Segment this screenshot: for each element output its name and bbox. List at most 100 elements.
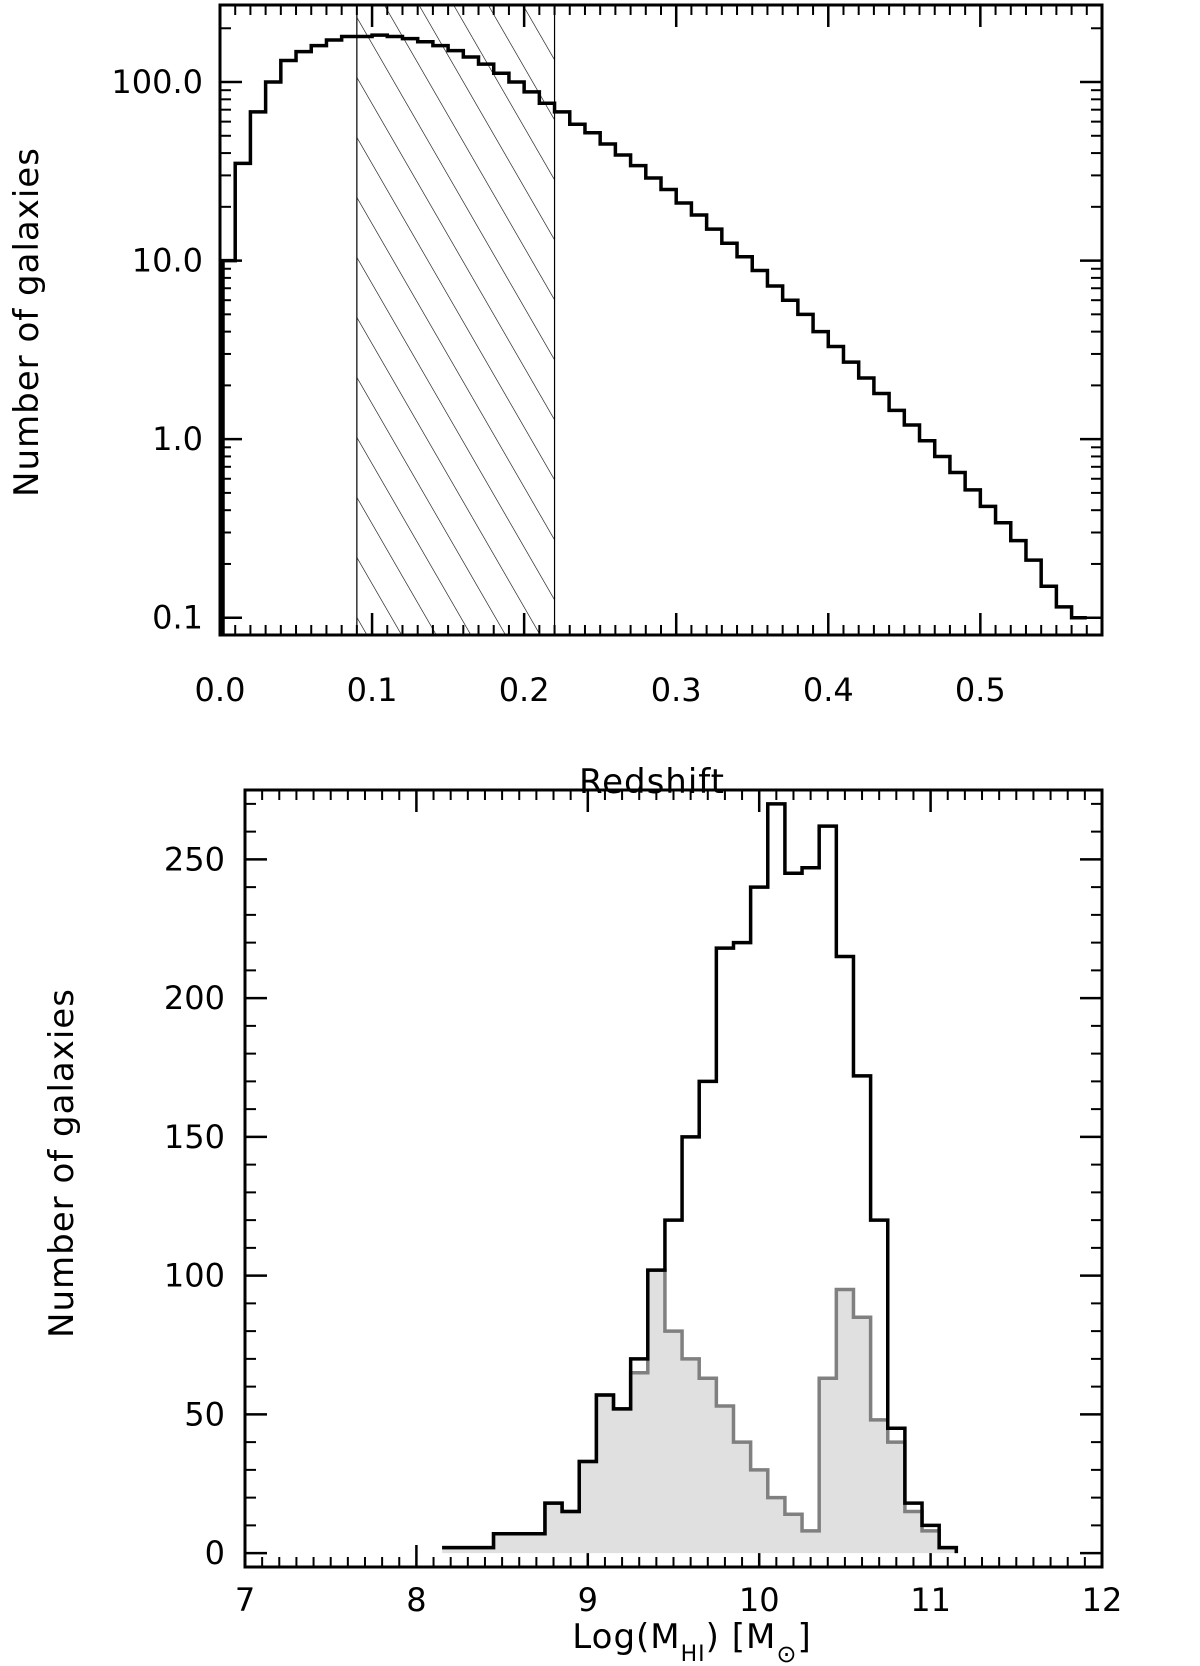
bottom-plot-frame xyxy=(243,788,1104,1569)
top-bar-14 xyxy=(433,46,448,635)
top-y-tick-label: 1.0 xyxy=(152,420,203,458)
bottom-y-tick-label: 50 xyxy=(184,1395,225,1433)
top-bar-23 xyxy=(570,124,585,635)
bottom-x-tick-label: 7 xyxy=(235,1581,255,1619)
top-bar-45 xyxy=(904,425,919,635)
top-bar-19 xyxy=(509,82,524,635)
bottom-y-tick-label: 200 xyxy=(164,979,225,1017)
top-bar-15 xyxy=(448,51,463,635)
top-y-axis-label: Number of galaxies xyxy=(7,147,47,497)
top-bar-25 xyxy=(600,144,615,635)
top-bar-33 xyxy=(722,243,737,635)
top-bar-56 xyxy=(1072,618,1087,635)
top-bar-2 xyxy=(250,112,265,635)
top-bar-48 xyxy=(950,473,965,635)
top-bar-44 xyxy=(889,410,904,635)
top-bar-47 xyxy=(935,456,950,635)
top-bar-39 xyxy=(813,332,828,635)
top-bar-21 xyxy=(539,103,554,635)
top-bar-7 xyxy=(326,40,341,635)
top-bar-17 xyxy=(479,64,494,635)
top-bar-53 xyxy=(1026,560,1041,635)
bottom-x-tick-label: 12 xyxy=(1082,1581,1123,1619)
top-bar-49 xyxy=(965,490,980,635)
bottom-all-bar-21 xyxy=(802,868,819,1553)
top-bar-52 xyxy=(1011,541,1026,635)
top-bar-18 xyxy=(494,73,509,635)
top-x-tick-label: 0.2 xyxy=(499,671,550,709)
top-y-tick-label: 0.1 xyxy=(152,599,203,637)
top-y-tick-label: 100.0 xyxy=(111,63,203,101)
top-bar-40 xyxy=(828,347,843,635)
bottom-xlabel-end: ] xyxy=(797,1617,811,1657)
top-bar-10 xyxy=(372,35,387,635)
bottom-xlabel-symbol: ⊙ xyxy=(776,1640,797,1666)
top-bar-28 xyxy=(646,178,661,635)
top-bar-5 xyxy=(296,52,311,635)
bottom-x-axis-label: Log(MHI) [M⊙] xyxy=(572,1617,811,1666)
bottom-minor-ticks xyxy=(245,790,1102,1567)
top-bar-54 xyxy=(1041,586,1056,635)
top-bar-9 xyxy=(357,36,372,635)
top-bar-46 xyxy=(920,441,935,635)
top-bar-29 xyxy=(661,190,676,635)
top-bar-51 xyxy=(996,523,1011,635)
bottom-x-tick-label: 9 xyxy=(578,1581,598,1619)
bottom-y-tick-label: 150 xyxy=(164,1118,225,1156)
top-bar-22 xyxy=(555,112,570,635)
bottom-x-tick-label: 8 xyxy=(406,1581,426,1619)
top-bar-27 xyxy=(631,166,646,635)
bottom-x-tick-label: 11 xyxy=(910,1581,951,1619)
top-bar-34 xyxy=(737,257,752,635)
top-bar-32 xyxy=(707,229,722,635)
bottom-xlabel-part2: ) [M xyxy=(706,1617,777,1657)
top-bar-42 xyxy=(859,378,874,635)
bottom-subset-fill xyxy=(442,1270,957,1554)
top-hatched-region xyxy=(356,4,556,636)
bottom-xlabel-part1: Log(M xyxy=(572,1617,680,1657)
top-x-tick-label: 0.1 xyxy=(347,671,398,709)
top-bars xyxy=(220,35,1087,635)
bottom-y-tick-label: 250 xyxy=(164,840,225,878)
top-histogram-line xyxy=(221,33,1087,635)
top-bar-50 xyxy=(980,506,995,635)
bottom-y-tick-labels: 0 50 100 150 200 250 xyxy=(164,840,225,1572)
top-bar-24 xyxy=(585,133,600,635)
bottom-all-bar-20 xyxy=(785,873,802,1553)
top-bar-43 xyxy=(874,394,889,635)
bottom-x-tick-labels: 7 8 9 10 11 12 xyxy=(235,1581,1123,1619)
top-bar-36 xyxy=(767,286,782,635)
top-bar-30 xyxy=(676,203,691,635)
bottom-xlabel-sub: HI xyxy=(681,1642,706,1666)
bottom-x-tick-label: 10 xyxy=(739,1581,780,1619)
top-bar-8 xyxy=(342,36,357,635)
top-bar-38 xyxy=(798,314,813,635)
top-minor-ticks xyxy=(220,5,1103,635)
top-x-tick-label: 0.4 xyxy=(803,671,854,709)
bottom-all-line xyxy=(442,802,959,1554)
top-bar-3 xyxy=(266,82,281,635)
top-bar-6 xyxy=(311,46,326,635)
bottom-y-tick-label: 0 xyxy=(205,1534,225,1572)
top-bar-37 xyxy=(783,300,798,635)
top-plot-frame xyxy=(218,3,1104,637)
top-y-tick-labels: 0.1 1.0 10.0 100.0 xyxy=(111,63,203,637)
top-bar-41 xyxy=(843,362,858,635)
top-x-tick-label: 0.0 xyxy=(195,671,246,709)
top-x-tick-label: 0.5 xyxy=(955,671,1006,709)
bottom-all-bar-18 xyxy=(751,887,768,1553)
top-chart: 0.0 0.1 0.2 0.3 0.4 0.5 0.1 1.0 10.0 100.0 Redsh… xyxy=(7,3,1104,802)
top-x-tick-labels: 0.0 0.1 0.2 0.3 0.4 0.5 xyxy=(195,671,1006,709)
top-bar-55 xyxy=(1056,607,1071,635)
top-bar-12 xyxy=(402,39,417,635)
top-bar-1 xyxy=(235,163,250,635)
top-x-axis-label: Redshift xyxy=(579,762,725,802)
top-bar-16 xyxy=(463,57,478,635)
top-bar-4 xyxy=(281,60,296,635)
bottom-all-bar-19 xyxy=(768,804,785,1553)
top-bar-11 xyxy=(387,36,402,635)
top-bar-35 xyxy=(752,270,767,635)
top-bar-26 xyxy=(615,155,630,635)
